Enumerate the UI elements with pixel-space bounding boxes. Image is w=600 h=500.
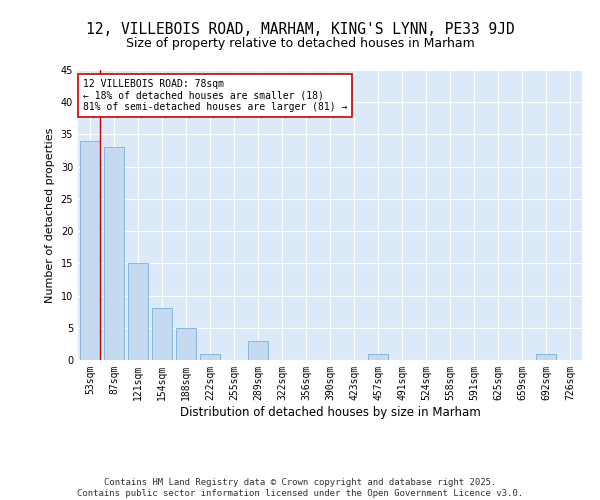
Bar (368, 354, 388, 360)
Text: 12, VILLEBOIS ROAD, MARHAM, KING'S LYNN, PE33 9JD: 12, VILLEBOIS ROAD, MARHAM, KING'S LYNN,… (86, 22, 514, 38)
Bar (104, 148, 124, 360)
X-axis label: Distribution of detached houses by size in Marham: Distribution of detached houses by size … (179, 406, 481, 418)
Bar (152, 308, 172, 360)
Bar (248, 340, 268, 360)
Bar (80, 141, 100, 360)
Bar (176, 328, 196, 360)
Bar (536, 354, 556, 360)
Bar (200, 354, 220, 360)
Text: Contains HM Land Registry data © Crown copyright and database right 2025.
Contai: Contains HM Land Registry data © Crown c… (77, 478, 523, 498)
Text: 12 VILLEBOIS ROAD: 78sqm
← 18% of detached houses are smaller (18)
81% of semi-d: 12 VILLEBOIS ROAD: 78sqm ← 18% of detach… (83, 78, 347, 112)
Bar (128, 264, 148, 360)
Y-axis label: Number of detached properties: Number of detached properties (45, 128, 55, 302)
Text: Size of property relative to detached houses in Marham: Size of property relative to detached ho… (125, 38, 475, 51)
